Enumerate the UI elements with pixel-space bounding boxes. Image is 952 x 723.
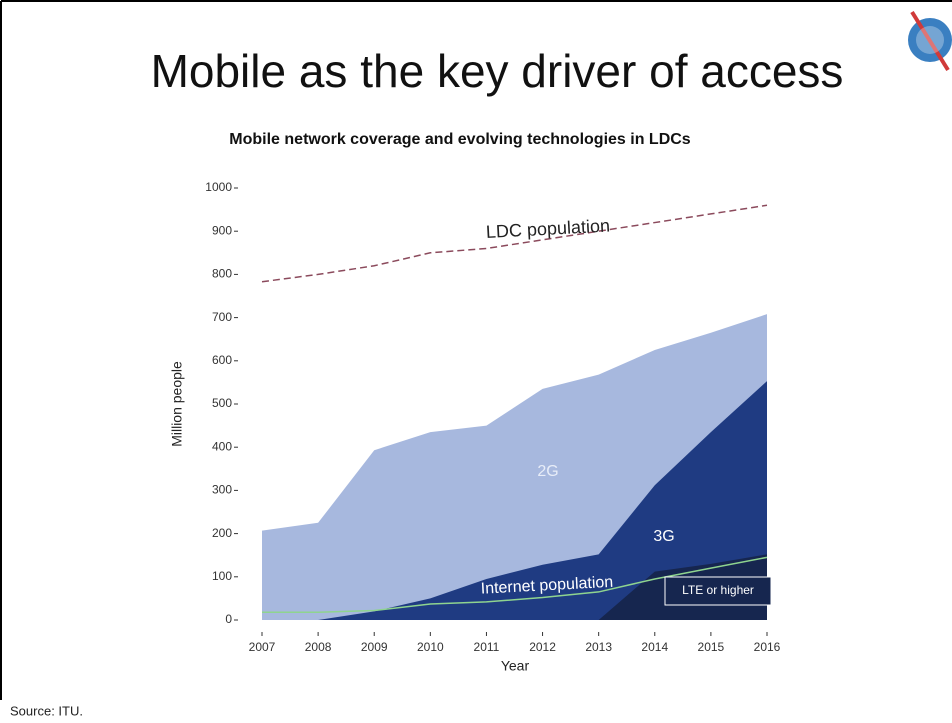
x-axis-label: Year [501, 658, 530, 674]
area [262, 381, 767, 620]
line [261, 204, 768, 283]
x-tick-label: 2009 [361, 640, 388, 654]
x-tick-label: 2012 [529, 640, 556, 654]
series-label: 3G [653, 528, 674, 545]
y-tick-label: 300 [212, 483, 232, 497]
slide-title: Mobile as the key driver of access [151, 45, 844, 97]
x-tick-label: 2011 [474, 640, 500, 654]
y-tick-label: 900 [212, 223, 232, 237]
y-axis-label: Million people [169, 361, 185, 447]
y-tick-label: 0 [225, 612, 232, 626]
x-tick-label: 2007 [249, 640, 276, 654]
y-tick-label: 500 [212, 396, 232, 410]
y-tick-label: 100 [212, 569, 232, 583]
x-tick-label: 2013 [585, 640, 612, 654]
area [262, 554, 767, 620]
y-tick-label: 400 [212, 439, 232, 453]
label-box [664, 576, 772, 606]
line [262, 556, 768, 613]
y-tick-label: 1000 [205, 180, 232, 194]
x-tick-label: 2008 [305, 640, 332, 654]
y-tick-label: 600 [212, 353, 232, 367]
series-label: LTE or higher [682, 583, 754, 597]
source: Source: ITU. [10, 703, 83, 718]
x-tick-label: 2016 [754, 640, 781, 654]
series-label: Internet population [480, 574, 613, 598]
x-tick-label: 2015 [698, 640, 725, 654]
y-tick-label: 700 [212, 310, 232, 324]
y-tick-label: 200 [212, 526, 232, 540]
y-tick-label: 800 [212, 267, 232, 281]
x-tick-label: 2014 [641, 640, 668, 654]
itu-logo [908, 10, 952, 72]
x-tick-label: 2010 [417, 640, 444, 654]
chart-title: Mobile network coverage and evolving tec… [229, 131, 691, 148]
series-label: 2G [537, 463, 558, 480]
